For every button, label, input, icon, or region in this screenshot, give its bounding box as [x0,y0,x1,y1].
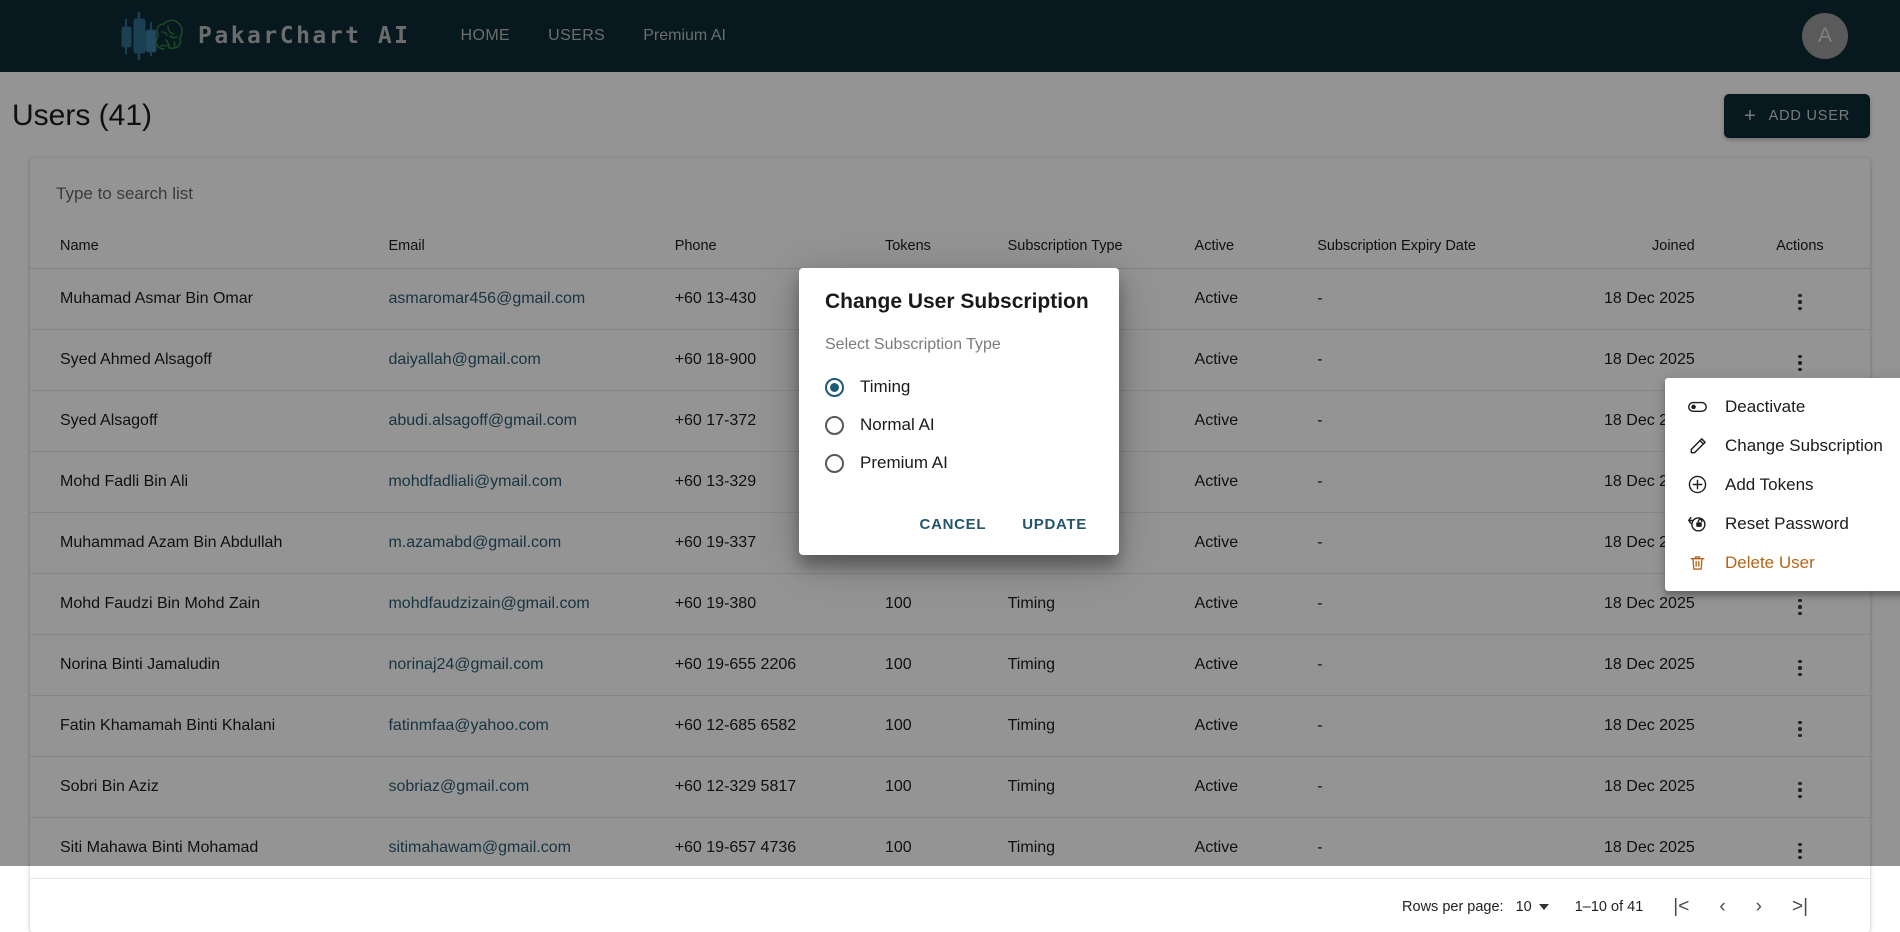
menu-item-label: Change Subscription [1725,436,1883,456]
prev-page-button[interactable]: ‹ [1715,895,1729,918]
change-subscription-dialog: Change User Subscription Select Subscrip… [799,268,1119,555]
last-page-button[interactable]: >| [1788,895,1812,918]
radio-option-timing[interactable]: Timing [825,368,1093,406]
menu-item-label: Delete User [1725,553,1815,573]
menu-item-label: Deactivate [1725,397,1805,417]
update-button[interactable]: UPDATE [1016,508,1093,541]
chevron-down-icon [1539,904,1549,910]
pencil-icon [1687,435,1708,456]
menu-item-deactivate[interactable]: Deactivate [1665,387,1900,426]
plus-circle-icon [1687,474,1708,495]
cancel-button[interactable]: CANCEL [914,508,993,541]
trash-icon [1687,552,1708,573]
pagination-buttons: |< ‹ › >| [1669,895,1812,918]
rows-per-page-label: Rows per page: [1402,899,1504,915]
pagination: Rows per page: 10 1–10 of 41 |< ‹ › >| [30,879,1870,932]
menu-item-reset-password[interactable]: Reset Password [1665,504,1900,543]
subscription-radio-group: Timing Normal AI Premium AI [825,368,1093,482]
dialog-title: Change User Subscription [825,290,1093,314]
radio-icon[interactable] [825,416,844,435]
rows-per-page-value: 10 [1516,899,1532,915]
next-page-button[interactable]: › [1752,895,1766,918]
first-page-button[interactable]: |< [1669,895,1693,918]
radio-option-premium-ai[interactable]: Premium AI [825,444,1093,482]
dialog-actions: CANCEL UPDATE [825,508,1093,541]
rows-per-page-select[interactable]: 10 [1516,899,1549,915]
menu-item-delete-user[interactable]: Delete User [1665,543,1900,582]
pagination-range: 1–10 of 41 [1575,899,1644,915]
radio-label: Premium AI [860,453,948,473]
rows-per-page: Rows per page: 10 [1402,899,1549,915]
menu-item-add-tokens[interactable]: Add Tokens [1665,465,1900,504]
menu-item-change-subscription[interactable]: Change Subscription [1665,426,1900,465]
toggle-off-icon [1687,396,1708,417]
radio-label: Normal AI [860,415,935,435]
row-actions-menu: Deactivate Change Subscription Add Tokens R… [1665,378,1900,591]
radio-label: Timing [860,377,910,397]
radio-icon[interactable] [825,378,844,397]
menu-item-label: Add Tokens [1725,475,1814,495]
radio-icon[interactable] [825,454,844,473]
menu-item-label: Reset Password [1725,514,1849,534]
dialog-subtitle: Select Subscription Type [825,336,1093,354]
reset-lock-icon [1687,513,1708,534]
radio-option-normal-ai[interactable]: Normal AI [825,406,1093,444]
